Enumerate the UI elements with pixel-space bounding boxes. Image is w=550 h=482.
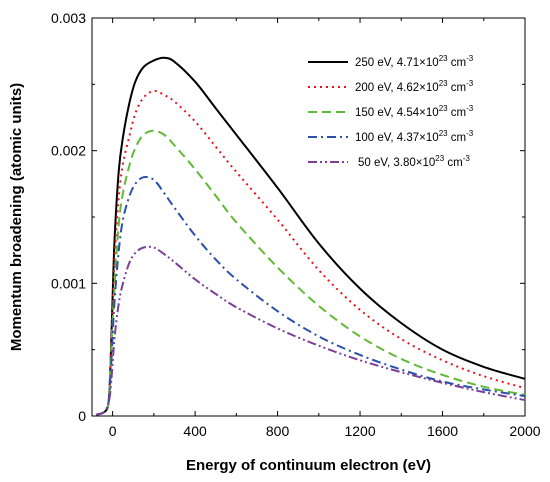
legend-exp: 23	[439, 79, 448, 88]
legend-unit-exp: -3	[463, 154, 471, 163]
x-tick-label: 1600	[427, 423, 458, 439]
legend-exp: 23	[439, 104, 448, 113]
y-axis: 0 0.001 0.002 0.003	[51, 10, 525, 424]
legend-main: 100 eV, 4.37×10	[355, 132, 439, 144]
plot-area	[91, 17, 526, 417]
x-tick-label: 400	[183, 423, 207, 439]
legend-unit: cm	[444, 157, 463, 169]
legend-label-2: 150 eV, 4.54×1023 cm-3	[355, 104, 474, 119]
x-tick-label: 0	[109, 423, 117, 439]
legend-unit: cm	[448, 82, 467, 94]
legend-unit-exp: -3	[466, 54, 474, 63]
legend-unit-exp: -3	[466, 79, 474, 88]
legend-exp: 23	[439, 129, 448, 138]
legend-main: 250 eV, 4.71×10	[355, 57, 439, 69]
legend-label-3: 100 eV, 4.37×1023 cm-3	[355, 129, 474, 144]
legend-exp: 23	[439, 54, 448, 63]
series-line-2	[95, 129, 526, 416]
x-axis-title: Energy of continuum electron (eV)	[186, 457, 431, 474]
legend-label-0: 250 eV, 4.71×1023 cm-3	[355, 54, 474, 69]
series-group	[95, 56, 526, 416]
y-axis-title: Momentum broadening (atomic units)	[8, 83, 25, 351]
legend-unit-exp: -3	[466, 129, 474, 138]
y-tick-label: 0.003	[51, 10, 86, 26]
legend-main: 50 eV, 3.80×10	[358, 157, 435, 169]
series-line-0	[95, 56, 526, 416]
legend-main: 150 eV, 4.54×10	[355, 107, 439, 119]
x-axis: 0 400 800 1200 1600 2000	[109, 18, 541, 439]
x-tick-label: 800	[266, 423, 290, 439]
legend-unit: cm	[448, 132, 467, 144]
y-tick-label: 0.002	[51, 143, 86, 159]
legend-unit: cm	[448, 107, 467, 119]
y-tick-label: 0.001	[51, 275, 86, 291]
y-tick-label: 0	[78, 408, 86, 424]
series-line-4	[95, 245, 526, 416]
plot-frame	[91, 17, 526, 417]
x-tick-label: 2000	[509, 423, 540, 439]
legend-unit-exp: -3	[466, 104, 474, 113]
series-line-1	[95, 89, 526, 416]
legend-label-1: 200 eV, 4.62×1023 cm-3	[355, 79, 474, 94]
legend-main: 200 eV, 4.62×10	[355, 82, 439, 94]
legend-label-4: 50 eV, 3.80×1023 cm-3	[358, 154, 470, 169]
legend-unit: cm	[448, 57, 467, 69]
legend-exp: 23	[435, 154, 444, 163]
x-tick-label: 1200	[344, 423, 375, 439]
series-line-3	[95, 175, 526, 416]
